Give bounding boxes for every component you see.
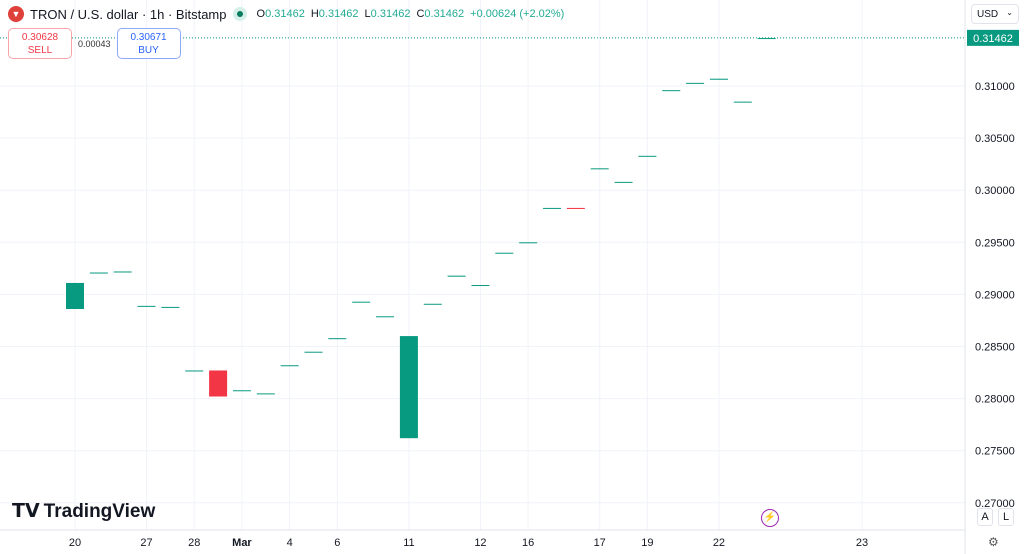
x-tick-label: Mar [232, 537, 252, 549]
y-tick-label: 0.28500 [975, 342, 1015, 354]
lightning-icon[interactable]: ⚡ [761, 509, 779, 527]
price-change: +0.00624 (+2.02%) [470, 8, 565, 20]
candle [161, 306, 180, 308]
market-status-icon [232, 7, 247, 21]
tron-logo-icon: ▼ [8, 6, 24, 22]
candle [757, 38, 776, 40]
candle [89, 272, 108, 274]
candle [614, 181, 633, 183]
x-tick-label: 28 [188, 537, 200, 549]
candle [66, 282, 84, 309]
x-tick-label: 12 [474, 537, 486, 549]
candle [328, 338, 347, 340]
candle [280, 365, 299, 367]
settings-icon[interactable]: ⚙ [988, 535, 999, 549]
x-tick-label: 27 [140, 537, 152, 549]
x-tick-label: 19 [641, 537, 653, 549]
x-tick-label: 17 [594, 537, 606, 549]
candle [232, 390, 251, 392]
candle [471, 285, 490, 287]
candle [185, 370, 204, 372]
x-tick-label: 6 [334, 537, 340, 549]
candle [256, 393, 275, 395]
y-tick-label: 0.27000 [975, 498, 1015, 510]
y-tick-label: 0.29000 [975, 289, 1015, 301]
x-tick-label: 16 [522, 537, 534, 549]
y-tick-label: 0.30000 [975, 185, 1015, 197]
candle [399, 336, 418, 439]
x-tick-label: 23 [856, 537, 868, 549]
candle [352, 301, 371, 303]
candle [519, 242, 538, 244]
x-tick-label: 20 [69, 537, 81, 549]
y-tick-label: 0.30500 [975, 133, 1015, 145]
chart-header: ▼ TRON / U.S. dollar · 1h · Bitstamp O0.… [8, 6, 564, 22]
candle [686, 82, 705, 84]
candle [590, 168, 609, 170]
candle [566, 207, 585, 209]
chevron-down-icon: ⌄ [1006, 8, 1013, 17]
buy-button[interactable]: 0.30671 BUY [116, 28, 181, 59]
candle [137, 305, 156, 307]
candle [423, 303, 442, 305]
spread: 0.00043 [78, 38, 111, 49]
auto-scale-button[interactable]: A [977, 508, 993, 526]
currency-select[interactable]: USD ⌄ [971, 4, 1019, 24]
candle [733, 101, 752, 103]
candle [304, 351, 323, 353]
ohlc-values: O0.31462 H0.31462 L0.31462 C0.31462 +0.0… [256, 8, 565, 20]
candle [709, 78, 728, 80]
x-tick-label: 11 [403, 537, 414, 549]
candle [113, 271, 132, 273]
sell-button[interactable]: 0.30628 SELL [8, 28, 72, 59]
tv-logo-icon: 𝗧𝗩 [12, 501, 40, 522]
candle [543, 207, 561, 209]
candle [209, 370, 228, 397]
y-tick-label: 0.31000 [975, 81, 1015, 93]
log-scale-button[interactable]: L [998, 508, 1014, 526]
trade-panel: 0.30628 SELL 0.00043 0.30671 BUY [8, 28, 181, 59]
symbol-title[interactable]: TRON / U.S. dollar · 1h · Bitstamp [30, 6, 227, 22]
candle [495, 252, 514, 254]
candle [447, 275, 466, 277]
y-tick-label: 0.29500 [975, 237, 1015, 249]
candle [638, 155, 657, 157]
candle [376, 316, 395, 318]
tradingview-logo[interactable]: 𝗧𝗩 TradingView [12, 500, 156, 523]
last-price-label: 0.31462 [973, 33, 1013, 45]
y-tick-label: 0.28000 [975, 394, 1015, 406]
y-tick-label: 0.27500 [975, 446, 1015, 458]
x-tick-label: 4 [287, 537, 293, 549]
candle [662, 90, 681, 92]
last-price-badge [967, 29, 1019, 46]
x-tick-label: 22 [713, 537, 725, 549]
